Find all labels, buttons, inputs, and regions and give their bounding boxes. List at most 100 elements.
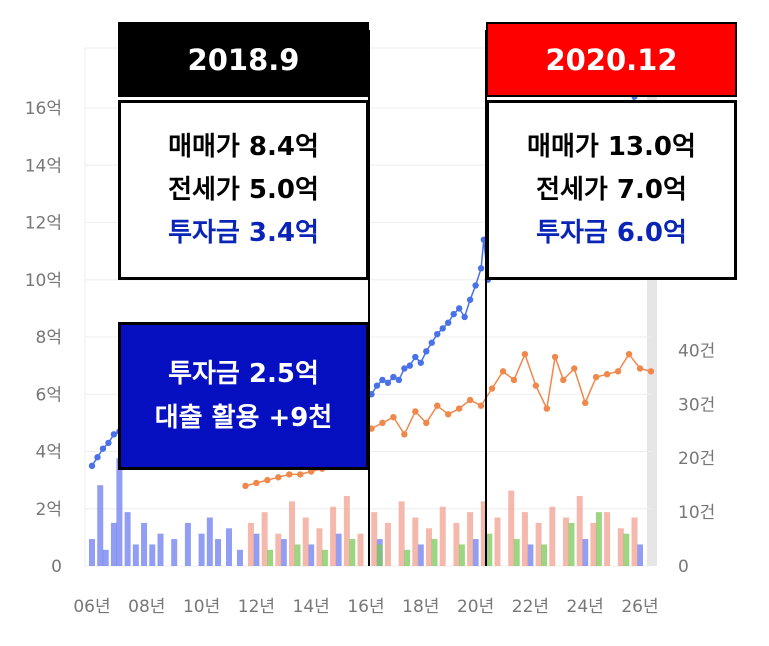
price-point — [110, 431, 118, 438]
price-point — [582, 399, 589, 407]
volume-bar — [637, 544, 643, 566]
price-point — [434, 402, 441, 409]
price-point — [286, 471, 293, 478]
price-point — [450, 310, 457, 318]
volume-bar — [398, 501, 405, 566]
volume-bar — [253, 533, 260, 566]
price-point — [373, 382, 381, 389]
price-point — [603, 371, 611, 378]
price-point — [551, 353, 559, 361]
y-left-tick-label: 14억 — [25, 156, 62, 176]
volume-bar — [623, 533, 630, 566]
volume-bar — [412, 517, 419, 566]
volume-bar — [404, 549, 411, 566]
x-tick-label: 22년 — [512, 597, 549, 617]
volume-bar — [417, 544, 424, 566]
volume-bar — [541, 544, 548, 566]
price-point — [379, 419, 386, 427]
volume-bar — [267, 549, 274, 566]
left-jeonse-price: 전세가 5.0억 — [168, 174, 319, 205]
volume-bar — [247, 522, 254, 566]
price-point — [379, 376, 386, 384]
volume-bar — [215, 539, 222, 566]
volume-bar — [453, 522, 460, 566]
volume-bar — [576, 495, 583, 566]
price-point — [445, 319, 452, 326]
y-right-tick-label: 30건 — [678, 395, 715, 415]
volume-bar — [604, 512, 611, 566]
volume-bar — [198, 533, 205, 566]
volume-bar — [261, 512, 268, 566]
price-point — [455, 305, 463, 312]
price-point — [390, 413, 397, 421]
volume-bar — [508, 490, 515, 566]
volume-bar — [116, 458, 123, 566]
price-point — [423, 348, 430, 355]
volume-bar — [149, 544, 156, 566]
price-point — [384, 379, 392, 386]
price-point — [472, 282, 479, 289]
volume-bar — [384, 522, 391, 566]
price-point — [412, 353, 419, 361]
volume-bar — [568, 522, 575, 566]
price-point — [428, 339, 435, 346]
price-point — [297, 471, 304, 478]
y-right-tick-label: 40건 — [678, 341, 715, 361]
price-point — [532, 382, 540, 389]
volume-bar — [102, 549, 109, 566]
y-left-tick-label: 16억 — [25, 99, 62, 119]
volume-bar — [236, 549, 243, 566]
x-tick-label: 10년 — [183, 597, 220, 617]
left-investment: 투자금 3.4억 — [168, 217, 319, 248]
volume-bar — [480, 501, 487, 566]
price-point — [625, 350, 633, 358]
volume-bar — [97, 485, 104, 566]
volume-bar — [521, 512, 528, 566]
price-point — [571, 365, 578, 372]
x-tick-label: 06년 — [73, 597, 110, 617]
left-period-header: 2018.9 — [118, 22, 369, 97]
price-point — [560, 376, 567, 384]
x-tick-label: 18년 — [402, 597, 439, 617]
volume-bar — [472, 539, 479, 566]
volume-bar — [132, 544, 139, 566]
volume-bar — [89, 539, 95, 566]
x-tick-label: 26년 — [621, 597, 658, 617]
right-investment: 투자금 6.0억 — [536, 217, 687, 248]
volume-bar — [631, 517, 638, 566]
price-point — [466, 296, 474, 303]
right-period-header: 2020.12 — [486, 22, 737, 97]
investment-amount: 투자금 2.5억 — [168, 359, 319, 389]
volume-bar — [595, 512, 602, 566]
volume-bar — [357, 533, 364, 566]
price-point — [406, 362, 414, 369]
x-tick-label: 12년 — [238, 597, 275, 617]
price-point — [521, 350, 529, 358]
y-left-tick-label: 8억 — [36, 328, 62, 348]
volume-bar — [110, 522, 117, 566]
investment-loan-box: 투자금 2.5억 대출 활용 +9천 — [118, 322, 369, 470]
price-point — [592, 373, 600, 381]
price-point — [401, 365, 408, 372]
x-tick-label: 24년 — [567, 597, 604, 617]
x-tick-label: 08년 — [128, 597, 165, 617]
price-point — [88, 462, 96, 470]
y-left-tick-label: 2억 — [36, 500, 62, 520]
price-point — [455, 405, 463, 412]
volume-bar — [494, 517, 501, 566]
y-left-tick-label: 4억 — [36, 443, 62, 463]
price-point — [99, 445, 107, 452]
right-sale-price: 매매가 13.0억 — [527, 131, 696, 162]
volume-bar — [563, 517, 570, 566]
volume-bar — [226, 528, 232, 566]
price-point — [647, 368, 655, 375]
volume-bar — [549, 506, 556, 566]
price-point — [275, 474, 282, 481]
volume-bar — [527, 544, 534, 566]
volume-bar — [316, 528, 323, 566]
volume-bar — [184, 522, 191, 566]
price-point — [488, 385, 496, 392]
volume-bar — [335, 533, 342, 566]
volume-bar — [171, 539, 178, 566]
right-jeonse-price: 전세가 7.0억 — [536, 174, 687, 205]
